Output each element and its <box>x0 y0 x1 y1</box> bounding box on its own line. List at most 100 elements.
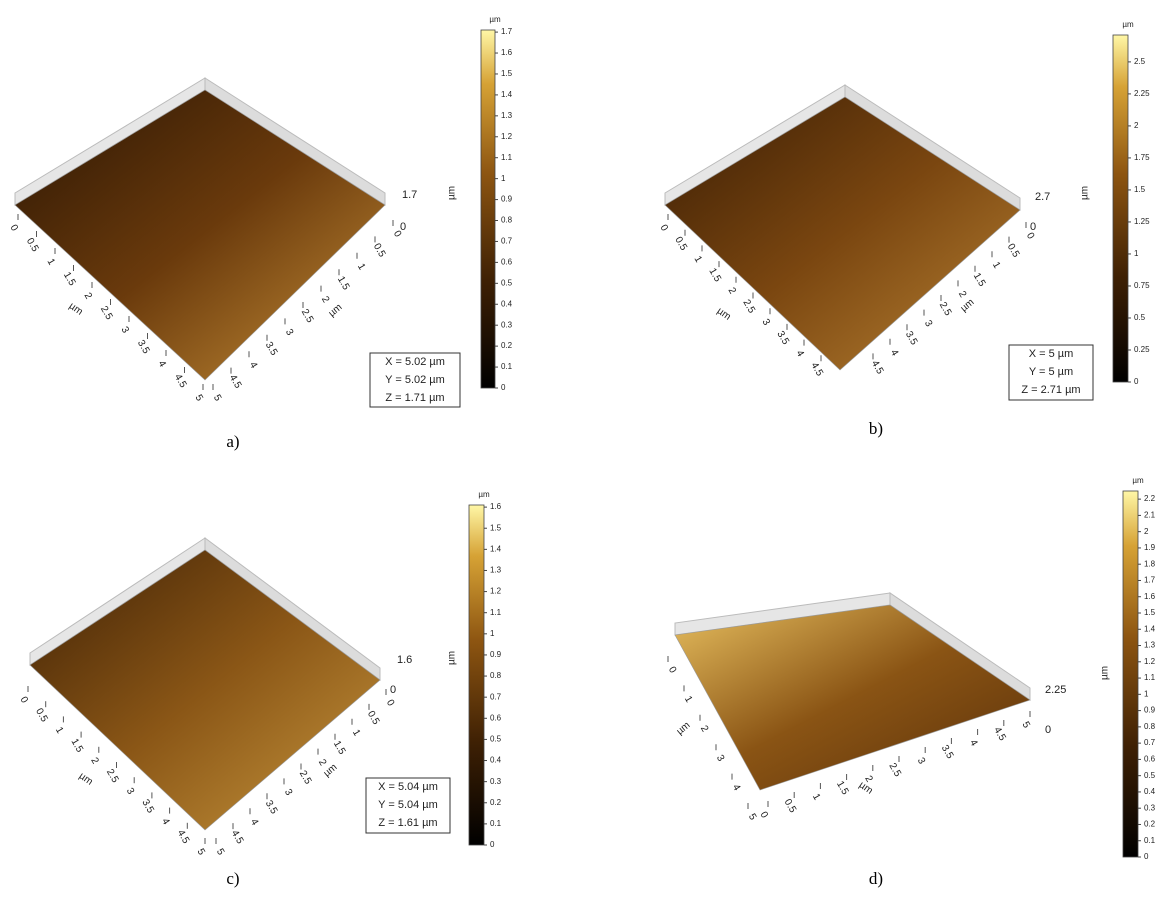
caption: b) <box>869 419 883 438</box>
x-tick-label: 4.5 <box>808 361 825 379</box>
colorbar-tick-label: 1.5 <box>1134 185 1146 194</box>
z-tick-label: 1.7 <box>402 189 417 201</box>
colorbar-tick-label: 1.25 <box>1134 217 1150 226</box>
colorbar-tick-label: 1 <box>490 629 495 638</box>
y-tick-label: 1.5 <box>331 739 348 757</box>
y-axis-label: µm <box>959 297 977 314</box>
y-tick-label: 4 <box>248 817 261 828</box>
colorbar-tick-label: 1.3 <box>501 111 513 120</box>
y-tick-label: 1 <box>682 694 695 705</box>
x-tick-label: 1 <box>692 254 705 265</box>
info-line: X = 5.02 µm <box>385 356 445 368</box>
colorbar-tick-label: 0.7 <box>1144 738 1156 747</box>
colorbar-tick-label: 1.1 <box>1144 673 1156 682</box>
colorbar <box>481 30 495 388</box>
colorbar-tick-label: 0.9 <box>501 195 513 204</box>
colorbar-tick-label: 1.4 <box>490 544 502 553</box>
colorbar-tick-label: 1.1 <box>501 153 513 162</box>
colorbar-tick-label: 1 <box>1144 689 1149 698</box>
info-line: X = 5.04 µm <box>378 781 438 793</box>
z-tick-label: 0 <box>400 221 406 233</box>
z-tick-label: 1.6 <box>397 654 412 666</box>
colorbar-tick-label: 1.1 <box>490 608 502 617</box>
colorbar-tick-label: 0.5 <box>1144 771 1156 780</box>
z-tick-label: 0 <box>1045 724 1051 736</box>
x-tick-label: 4.5 <box>991 725 1008 743</box>
y-tick-label: 4.5 <box>229 828 246 846</box>
x-tick-label: 0.5 <box>672 235 689 253</box>
x-tick-label: 4 <box>156 359 169 370</box>
colorbar-tick-label: 0.25 <box>1134 345 1150 354</box>
z-axis-label: µm <box>447 186 458 200</box>
y-tick-label: 2 <box>698 724 711 735</box>
caption: a) <box>226 432 239 451</box>
info-line: Z = 1.71 µm <box>385 392 444 404</box>
x-tick-label: 2.5 <box>740 298 757 316</box>
y-tick-label: 0.5 <box>365 709 382 727</box>
x-tick-label: 0 <box>18 695 31 706</box>
x-tick-label: 3.5 <box>939 743 956 761</box>
z-axis-label: µm <box>1080 186 1091 200</box>
colorbar-tick-label: 2.25 <box>1134 89 1150 98</box>
colorbar-tick-label: 0.2 <box>501 341 513 350</box>
colorbar-tick-label: 1.3 <box>490 566 502 575</box>
colorbar-tick-label: 1.6 <box>501 48 513 57</box>
y-tick-label: 4 <box>888 348 901 359</box>
colorbar-tick-label: 1.5 <box>1144 608 1156 617</box>
x-tick-label: 3 <box>915 756 928 767</box>
caption: c) <box>226 869 239 888</box>
colorbar-tick-label: 0.1 <box>490 819 502 828</box>
y-tick-label: 4.5 <box>227 373 244 391</box>
colorbar <box>1123 491 1138 857</box>
x-tick-label: 0.5 <box>24 236 41 254</box>
y-tick-label: 3.5 <box>263 340 280 358</box>
colorbar-label: µm <box>1132 476 1144 485</box>
z-tick-label: 2.7 <box>1035 191 1050 203</box>
colorbar-tick-label: 1 <box>501 174 506 183</box>
x-tick-label: 2.5 <box>98 304 115 322</box>
y-tick-label: 5 <box>214 847 227 858</box>
x-tick-label: 1 <box>53 725 66 736</box>
z-tick-label: 2.25 <box>1045 684 1066 696</box>
info-line: Z = 2.71 µm <box>1021 384 1080 396</box>
x-tick-label: 1 <box>45 257 58 268</box>
x-tick-label: 2 <box>82 291 95 302</box>
colorbar-tick-label: 1.2 <box>490 587 502 596</box>
z-tick-label: 0 <box>390 684 396 696</box>
x-tick-label: 3 <box>760 317 773 328</box>
y-tick-label: 1 <box>355 262 368 273</box>
y-axis-label: µm <box>327 302 345 319</box>
info-line: Y = 5.04 µm <box>378 799 438 811</box>
y-tick-label: 3 <box>922 319 935 330</box>
colorbar-label: µm <box>489 15 501 24</box>
z-axis-label: µm <box>1100 666 1111 680</box>
colorbar-tick-label: 2.1 <box>1144 511 1156 520</box>
colorbar-tick-label: 0.3 <box>490 777 502 786</box>
colorbar-tick-label: 0.5 <box>1134 313 1146 322</box>
colorbar-tick-label: 2 <box>1134 121 1139 130</box>
colorbar-tick-label: 0.8 <box>1144 722 1156 731</box>
colorbar <box>469 505 484 845</box>
y-tick-label: 2.5 <box>299 307 316 325</box>
colorbar-tick-label: 1.4 <box>1144 624 1156 633</box>
z-tick-label: 0 <box>1030 221 1036 233</box>
surface <box>665 97 1020 370</box>
y-tick-label: 3.5 <box>263 799 280 817</box>
x-tick-label: 4.5 <box>172 372 189 390</box>
colorbar-tick-label: 0.7 <box>501 237 513 246</box>
y-tick-label: 3 <box>283 327 296 338</box>
x-tick-label: 2.5 <box>886 761 903 779</box>
x-tick-label: 2.5 <box>104 767 121 785</box>
x-axis-label: µm <box>715 306 733 323</box>
info-line: Y = 5 µm <box>1029 366 1073 378</box>
colorbar-tick-label: 1.7 <box>1144 576 1156 585</box>
x-tick-label: 0 <box>758 810 771 821</box>
x-tick-label: 3.5 <box>774 329 791 347</box>
x-tick-label: 5 <box>1020 720 1033 731</box>
colorbar-tick-label: 1.5 <box>501 69 513 78</box>
info-line: Z = 1.61 µm <box>378 817 437 829</box>
y-tick-label: 1.5 <box>971 271 988 289</box>
x-tick-label: 3 <box>119 325 132 336</box>
y-tick-label: 4 <box>247 360 260 371</box>
y-tick-label: 4 <box>730 783 743 794</box>
